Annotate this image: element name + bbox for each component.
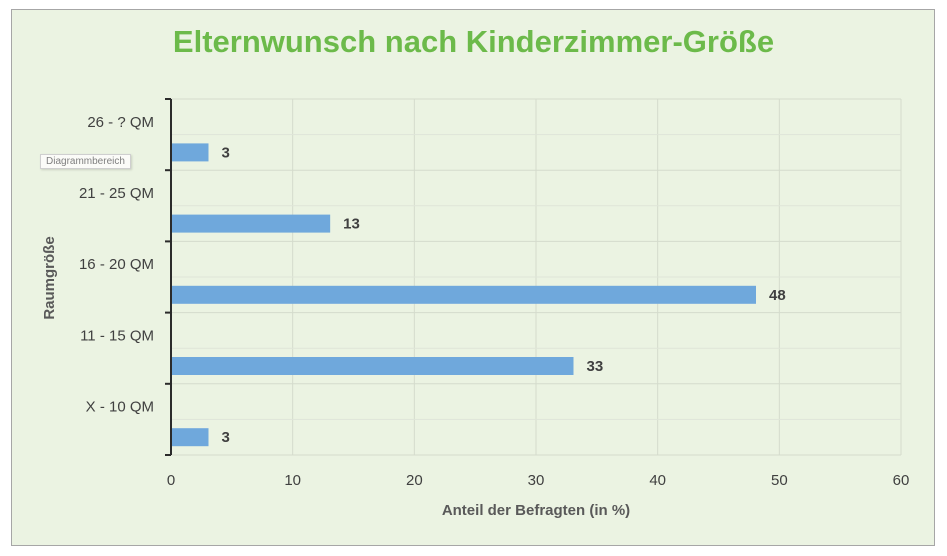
bar [172,214,331,233]
data-label: 48 [769,287,786,304]
bar [172,357,574,375]
chart-title: Elternwunsch nach Kinderzimmer-Größe [172,24,775,59]
y-tick-label: 16 - 20 QM [79,256,154,273]
chart-area-tooltip: Diagrammbereich [40,154,131,169]
data-label: 3 [222,429,230,446]
x-tick-label: 60 [893,472,910,489]
x-tick-label: 20 [406,472,423,489]
bar [172,143,209,162]
data-label: 33 [587,358,604,375]
x-axis-title: Anteil der Befragten (in %) [442,502,630,519]
x-tick-label: 0 [167,472,175,489]
x-tick-label: 30 [528,472,545,489]
bar [172,428,209,447]
data-label: 3 [222,144,230,161]
y-tick-label: 26 - ? QM [87,114,154,131]
x-tick-label: 50 [771,472,788,489]
x-tick-label: 40 [649,472,666,489]
bar [172,285,756,304]
y-axis-title: Raumgröße [41,236,58,319]
data-label: 13 [343,216,360,233]
x-tick-label: 10 [284,472,301,489]
y-tick-label: X - 10 QM [86,399,154,416]
y-tick-label: 11 - 15 QM [80,327,154,344]
y-tick-label: 21 - 25 QM [79,185,154,202]
